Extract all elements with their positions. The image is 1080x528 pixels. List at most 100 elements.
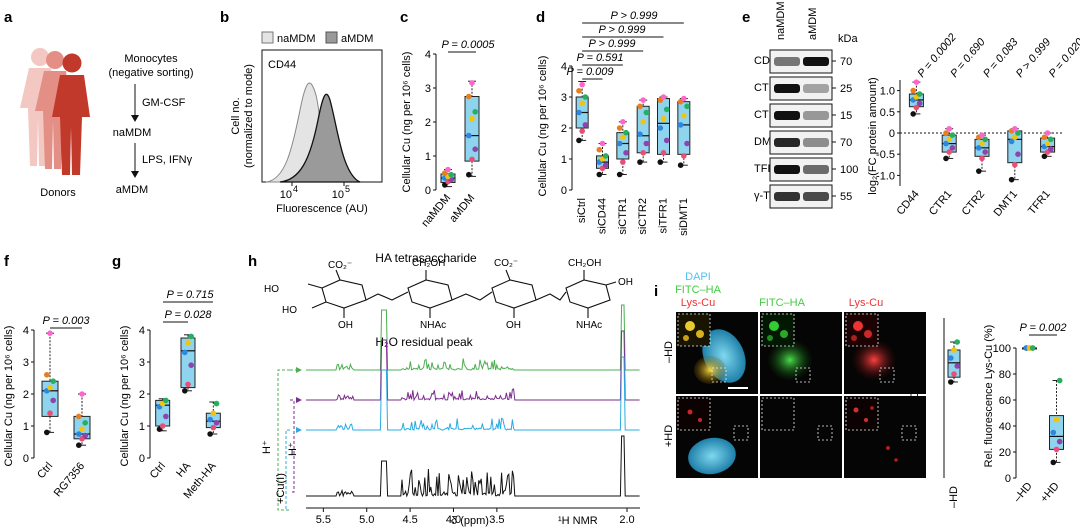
chem-oh-1: OH — [338, 320, 353, 331]
data-point — [79, 426, 85, 433]
panel-f-boxplot: Cellular Cu (ng per 10⁶ cells) 0 1 2 3 4 CtrlR… — [3, 315, 91, 499]
data-point — [681, 95, 687, 102]
amdm-label: aMDM — [116, 184, 148, 196]
data-point — [579, 81, 585, 88]
data-point — [954, 339, 960, 345]
negative-sorting-label: (negative sorting) — [109, 67, 194, 79]
data-point — [1015, 151, 1021, 157]
y-tick-label: 0 — [23, 453, 29, 465]
data-point — [643, 140, 650, 147]
chem-co2: CO₂⁻ — [328, 260, 352, 271]
data-point — [188, 333, 194, 340]
data-point — [1012, 125, 1018, 132]
data-point — [82, 432, 88, 439]
kda-value: 55 — [840, 191, 852, 203]
nmr-x-tick-label: 5.5 — [316, 514, 331, 526]
data-point — [616, 125, 623, 131]
data-point — [185, 381, 191, 388]
data-point — [943, 155, 949, 162]
nmr-xlabel-right: ¹H NMR — [558, 515, 598, 527]
data-point — [663, 106, 670, 113]
y-tick-label: 4 — [139, 325, 145, 337]
category-label: siCTR2 — [637, 198, 649, 235]
data-point — [620, 119, 626, 125]
data-point — [640, 119, 646, 125]
y-tick-label: 3 — [23, 357, 29, 369]
data-point — [1044, 130, 1051, 136]
data-point — [207, 416, 213, 423]
p-value-label: P = 0.028 — [165, 309, 213, 321]
category-label: siCD44 — [597, 198, 609, 234]
category-label: siCtrl — [576, 198, 588, 223]
category-label: –HD — [1011, 480, 1034, 505]
y-tick-label: 2 — [425, 117, 431, 129]
data-point — [684, 140, 690, 147]
data-point — [660, 94, 667, 100]
y-axis-label: log₂(FC protein amount) — [867, 77, 879, 194]
panel-g-boxplot: Cellular Cu (ng per 10⁶ cells) 0 1 2 3 4 Ctrl H… — [119, 289, 221, 501]
p-value-label: P = 0.009 — [567, 66, 614, 78]
data-point — [976, 145, 982, 151]
data-point — [576, 88, 582, 94]
blot-band-amdm — [803, 111, 829, 120]
data-point — [1056, 438, 1063, 445]
data-point — [163, 413, 169, 420]
y-tick-label: 3 — [139, 357, 145, 369]
y-tick-label: 3 — [425, 83, 431, 95]
data-point — [913, 104, 920, 111]
data-point — [976, 168, 982, 174]
data-point — [1008, 176, 1015, 183]
panel-i-microscopy: DAPI FITC–HA Lys-Cu FITC–HA Lys-Cu –HD +… — [663, 271, 926, 478]
data-point — [657, 159, 664, 165]
category-label: TFR1 — [1026, 188, 1053, 217]
category-label: RG7356 — [52, 460, 88, 499]
residual-peak-label: H₂O residual peak — [375, 335, 473, 349]
data-point — [637, 103, 643, 110]
data-point — [623, 129, 629, 136]
category-label: –HD — [948, 486, 960, 508]
data-point — [213, 400, 220, 407]
chem-ho-2: HO — [282, 305, 297, 316]
data-point — [50, 378, 56, 385]
data-point — [1012, 162, 1018, 168]
y-tick-label: -0.5 — [876, 149, 895, 161]
panel-b: naMDM aMDM CD44 Cell no. (normalized to … — [230, 31, 383, 215]
nmr-x-tick-label: 4.0 — [446, 514, 461, 526]
row-plus-hd: +HD — [663, 425, 675, 447]
y-tick-label: 4 — [425, 49, 431, 61]
data-point — [943, 140, 949, 147]
data-point — [210, 424, 217, 431]
data-point — [82, 420, 88, 426]
p-value-label: P > 0.999 — [589, 38, 636, 50]
y-tick-label: 4 — [561, 61, 567, 73]
data-point — [1053, 416, 1060, 423]
data-point — [76, 413, 82, 420]
y-tick-label: 1 — [23, 421, 29, 433]
blot-band-namdm — [774, 84, 800, 93]
panel-label-f: f — [4, 253, 10, 270]
y-tick-label: -1.0 — [876, 170, 895, 182]
channel-dapi: DAPI — [685, 271, 711, 283]
data-point — [163, 397, 169, 404]
data-point — [466, 132, 472, 139]
donors-label: Donors — [40, 187, 76, 199]
data-point — [949, 145, 956, 151]
data-point — [47, 330, 53, 337]
category-label: CTR1 — [927, 188, 955, 218]
y-axis-label: Cellular Cu (ng per 10⁶ cells) — [537, 56, 549, 197]
arrow-right-icon — [296, 367, 302, 373]
category-label: CTR2 — [960, 188, 988, 218]
data-point — [213, 420, 220, 426]
data-point — [596, 171, 603, 178]
data-point — [44, 372, 50, 378]
nmr-spectrum-line — [306, 330, 640, 402]
kda-label: kDa — [838, 33, 858, 45]
panel-label-g: g — [112, 253, 121, 270]
cd44-marker-label: CD44 — [268, 59, 296, 71]
data-point — [466, 171, 472, 178]
data-point — [44, 429, 50, 436]
blot-band-namdm — [774, 111, 800, 120]
y-tick-label: 3 — [561, 92, 567, 104]
data-point — [946, 149, 952, 155]
